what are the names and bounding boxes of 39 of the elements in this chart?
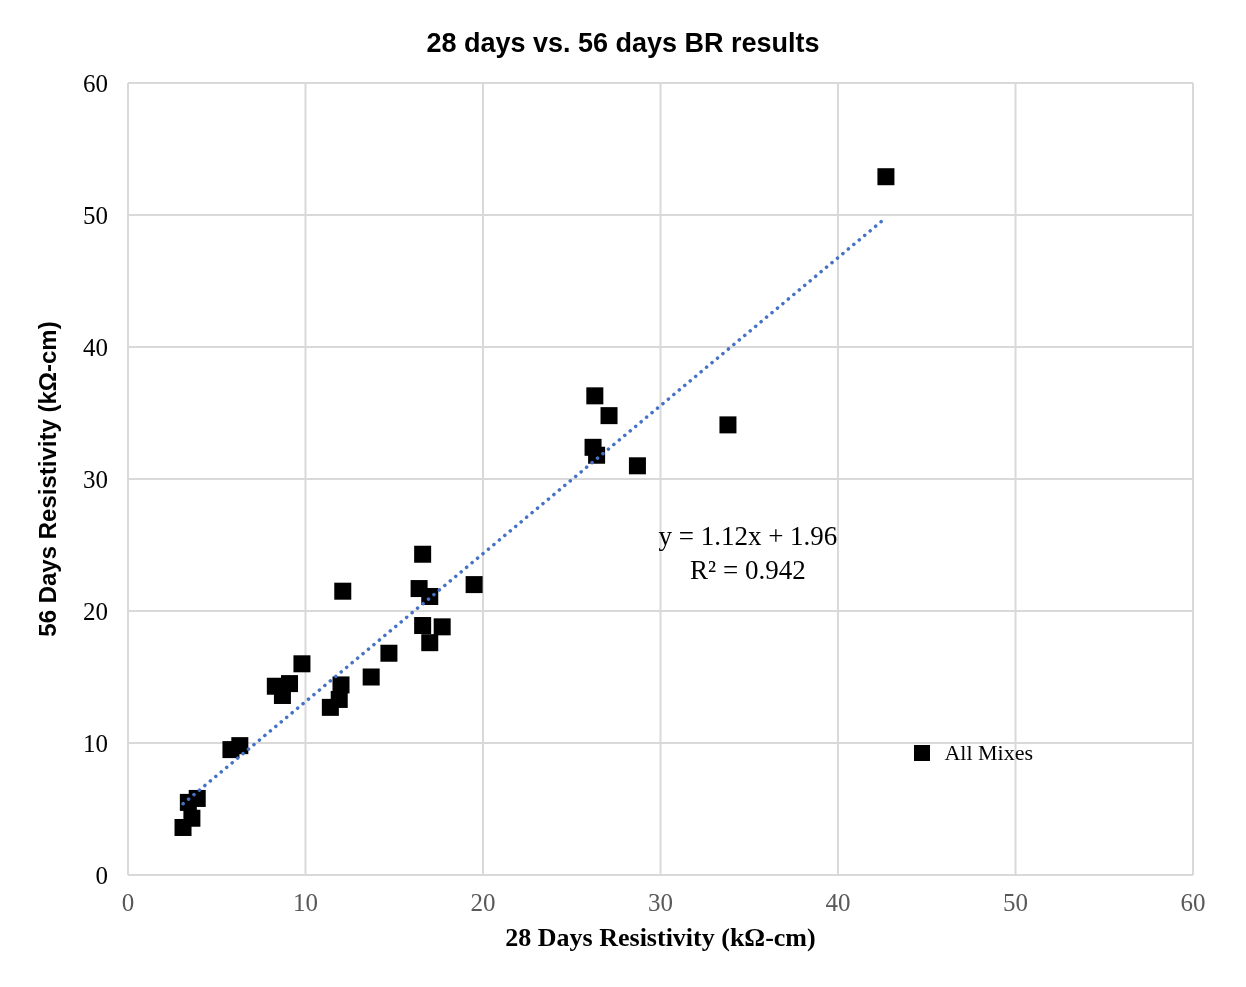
point <box>628 457 646 475</box>
x-tick-label: 10 <box>293 888 318 916</box>
point <box>293 655 311 673</box>
x-tick-label: 50 <box>1003 888 1028 916</box>
y-tick-label: 50 <box>83 201 108 229</box>
y-tick-label: 60 <box>83 69 108 97</box>
x-tick-label: 0 <box>121 888 135 916</box>
x-tick-label: 40 <box>825 888 851 916</box>
y-tick-label: 20 <box>83 597 108 625</box>
point <box>380 644 398 662</box>
point <box>433 618 451 636</box>
point <box>414 545 432 563</box>
chart-title: 28 days vs. 56 days BR results <box>425 28 821 59</box>
point <box>188 789 206 807</box>
annotation: R² = 0.942 <box>689 553 807 587</box>
point <box>414 617 432 635</box>
point <box>719 416 737 434</box>
point <box>421 634 439 652</box>
x-tick-label: 30 <box>648 888 673 916</box>
y-axis-title: 56 Days Resistivity (kΩ-cm) <box>34 321 62 637</box>
y-tick-label: 0 <box>95 861 108 889</box>
x-tick-label: 60 <box>1180 888 1206 916</box>
point <box>281 675 299 693</box>
y-tick-label: 30 <box>83 465 108 493</box>
point <box>231 737 249 755</box>
y-tick-label: 10 <box>83 729 108 757</box>
point <box>334 582 352 600</box>
x-tick-label: 20 <box>470 888 496 916</box>
point <box>600 407 618 425</box>
point <box>877 168 895 186</box>
point <box>465 576 483 594</box>
y-tick-label: 40 <box>83 333 108 361</box>
point <box>183 809 201 827</box>
legend-label: All Mixes <box>944 740 1033 766</box>
point <box>362 668 380 686</box>
x-axis-title: 28 Days Resistivity (kΩ-cm) <box>504 923 817 953</box>
annotation: y = 1.12x + 1.96 <box>657 519 839 553</box>
point <box>586 387 604 405</box>
point <box>332 676 350 694</box>
